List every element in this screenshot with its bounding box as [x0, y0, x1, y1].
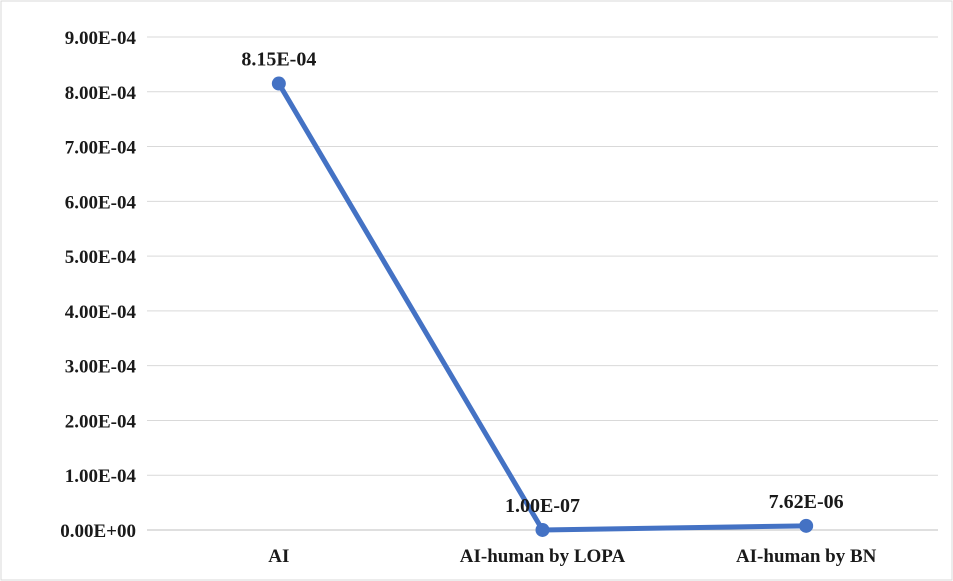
data-labels: 8.15E-04 1.00E-07 7.62E-06: [241, 49, 843, 517]
data-label: 8.15E-04: [241, 49, 316, 71]
x-category-label: AI-human by BN: [736, 546, 877, 567]
series-layer: [271, 76, 814, 537]
y-tick-label: 1.00E-04: [65, 466, 137, 487]
x-category-label: AI: [268, 546, 289, 567]
x-axis-category-labels: AI AI-human by LOPA AI-human by BN: [268, 546, 876, 567]
y-tick-label: 8.00E-04: [65, 83, 137, 104]
y-tick-label: 0.00E+00: [60, 521, 136, 542]
y-tick-label: 6.00E-04: [65, 192, 137, 213]
data-label: 7.62E-06: [769, 491, 844, 513]
y-tick-label: 4.00E-04: [65, 302, 137, 323]
y-tick-label: 7.00E-04: [65, 138, 137, 159]
gridlines: [147, 36, 938, 531]
y-tick-label: 9.00E-04: [65, 28, 137, 49]
data-point: [799, 518, 814, 533]
y-axis-tick-labels: 0.00E+00 1.00E-04 2.00E-04 3.00E-04 4.00E-04…: [60, 28, 136, 542]
data-label: 1.00E-07: [505, 495, 580, 517]
y-tick-label: 5.00E-04: [65, 247, 137, 268]
series-line: [276, 81, 809, 533]
data-point: [535, 522, 550, 537]
data-point: [271, 76, 286, 91]
y-tick-label: 3.00E-04: [65, 357, 137, 378]
y-tick-label: 2.00E-04: [65, 411, 137, 432]
x-category-label: AI-human by LOPA: [460, 546, 626, 567]
